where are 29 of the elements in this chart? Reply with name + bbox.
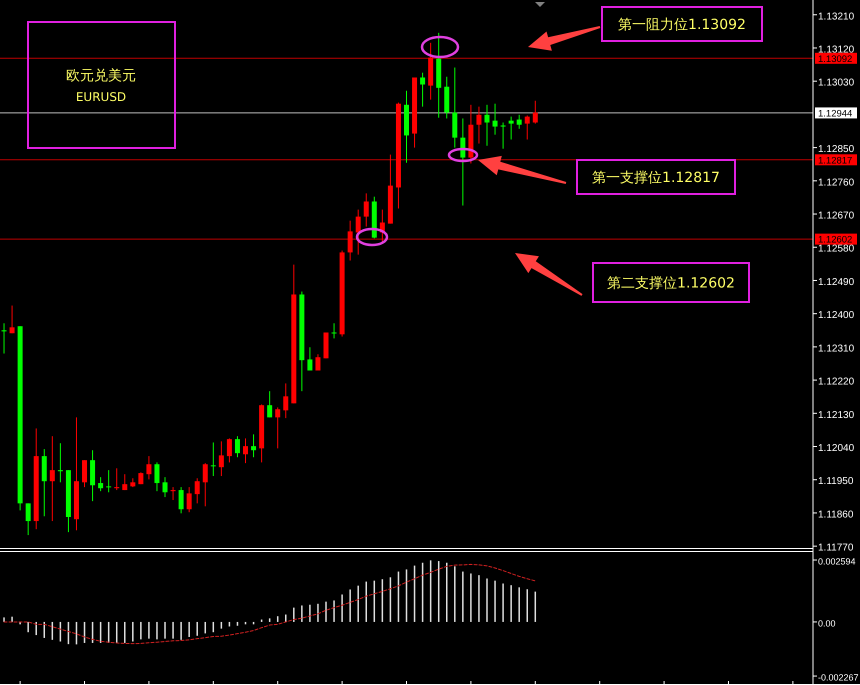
y-tick-label: 1.12850 [818,144,855,156]
annotation: 第一支撑位1.12817 [592,170,720,186]
ref-line-label: 1.13092 [818,54,852,65]
y-tick-label: 1.12040 [818,443,855,454]
y-tick-label: 0.00 [818,618,836,628]
y-tick-label: 1.11860 [818,509,854,520]
y-tick-label: 1.12220 [818,376,855,388]
y-tick-label: 1.12400 [818,310,855,322]
annotation: 第二支撑位1.12602 [607,276,735,292]
y-tick-label: -0.002267 [818,672,859,683]
y-tick-label: 1.12490 [818,276,855,288]
y-tick-label: 1.12130 [818,410,855,421]
y-tick-label: 1.13120 [818,44,855,56]
y-tick-label: 1.11950 [818,476,854,488]
line-series [4,564,536,644]
y-tick-label: 1.13210 [818,11,855,22]
ref-line-label: 1.12944 [818,108,852,120]
y-tick-label: 1.12760 [818,177,855,188]
annotation: 第一阻力位1.13092 [618,17,746,33]
y-tick-label: 1.12580 [818,244,855,255]
ref-line-label: 1.12817 [818,155,852,166]
ref-line-label: 1.12602 [818,234,852,246]
y-tick-label: 1.12670 [818,210,855,222]
y-tick-label: 1.13030 [818,78,855,89]
y-tick-label: 0.002594 [818,556,856,567]
y-tick-label: 1.12310 [818,343,855,354]
text: 欧元兑美元 [66,68,136,84]
text: EURUSD [76,90,126,104]
y-tick-label: 1.11770 [818,542,854,554]
